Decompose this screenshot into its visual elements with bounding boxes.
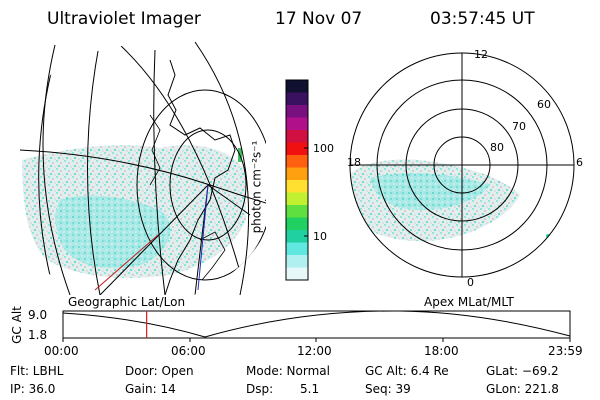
time-label: 03:57:45 UT	[430, 9, 535, 29]
colorbar-label: photon cm⁻²s⁻¹	[249, 140, 264, 234]
status-dsp-value: 5.1	[300, 382, 320, 396]
timeline-xtick: 06:00	[171, 344, 206, 358]
mlat-label-70: 70	[512, 120, 526, 133]
status-seq: Seq: 39	[365, 382, 411, 396]
status-gain: Gain: 14	[125, 382, 176, 396]
colorbar-band	[286, 230, 308, 243]
colorbar-band	[286, 130, 308, 143]
status-dsp-label: Dsp:	[246, 382, 274, 396]
colorbar-tick-10: 10	[313, 230, 327, 243]
colorbar-band	[286, 205, 308, 218]
colorbar-band	[286, 255, 308, 268]
colorbar	[285, 79, 309, 281]
status-mode: Mode: Normal	[246, 364, 330, 378]
colorbar-band	[286, 267, 308, 281]
status-gcalt: GC Alt: 6.4 Re	[365, 364, 449, 378]
mlt-label-6: 6	[576, 156, 583, 169]
colorbar-band	[286, 142, 308, 156]
colorbar-band	[286, 192, 308, 206]
status-glon: GLon: 221.8	[486, 382, 559, 396]
colorbar-band	[286, 117, 308, 131]
mlt-label-12: 12	[474, 48, 488, 61]
timeline-xtick: 23:59	[548, 344, 583, 358]
colorbar-band	[286, 155, 308, 168]
timeline-xtick: 18:00	[424, 344, 459, 358]
colorbar-band	[286, 217, 308, 231]
status-ip: IP: 36.0	[10, 382, 56, 396]
timeline-ytick-top: 9.0	[28, 308, 48, 322]
mlat-label-80: 80	[490, 141, 504, 154]
colorbar-tick-100: 100	[313, 142, 334, 155]
status-door: Door: Open	[125, 364, 194, 378]
colorbar-band	[286, 92, 308, 106]
colorbar-band	[286, 180, 308, 193]
status-flt: Flt: LBHL	[10, 364, 64, 378]
aurora-bright-patch	[55, 195, 171, 269]
colorbar-border	[285, 79, 309, 281]
timeline-xtick: 00:00	[44, 344, 79, 358]
geographic-map	[19, 41, 266, 295]
colorbar-band	[286, 105, 308, 118]
geographic-caption: Geographic Lat/Lon	[68, 295, 186, 309]
mlat-label-60: 60	[537, 98, 551, 111]
colorbar-band	[286, 80, 308, 93]
polar-map	[349, 52, 575, 278]
colorbar-band	[286, 167, 308, 181]
timeline-ylabel: GC Alt	[9, 306, 24, 344]
colorbar-band	[286, 242, 308, 256]
timeline-xtick: 12:00	[297, 344, 332, 358]
instrument-title: Ultraviolet Imager	[47, 9, 201, 29]
apex-caption: Apex MLat/MLT	[424, 295, 514, 309]
altitude-curve	[62, 310, 571, 338]
altitude-timeline	[62, 310, 571, 342]
timeline-ytick-bottom: 1.8	[28, 328, 48, 342]
coastline	[164, 59, 236, 295]
mlt-label-0: 0	[467, 276, 474, 289]
status-glat: GLat: −69.2	[486, 364, 559, 378]
mlt-label-18: 18	[347, 156, 361, 169]
date-label: 17 Nov 07	[275, 9, 363, 29]
